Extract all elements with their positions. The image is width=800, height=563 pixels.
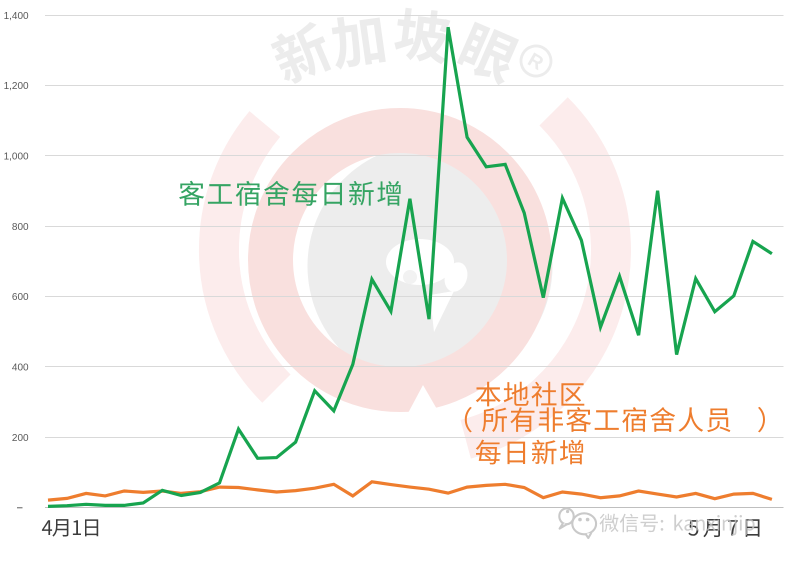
svg-text:400: 400 — [12, 363, 29, 374]
svg-text:800: 800 — [12, 222, 29, 233]
svg-text:1,000: 1,000 — [4, 152, 29, 163]
svg-text:1,400: 1,400 — [4, 11, 29, 22]
svg-text:600: 600 — [12, 292, 29, 303]
svg-text:1,200: 1,200 — [4, 81, 29, 92]
svg-text:200: 200 — [12, 433, 29, 444]
